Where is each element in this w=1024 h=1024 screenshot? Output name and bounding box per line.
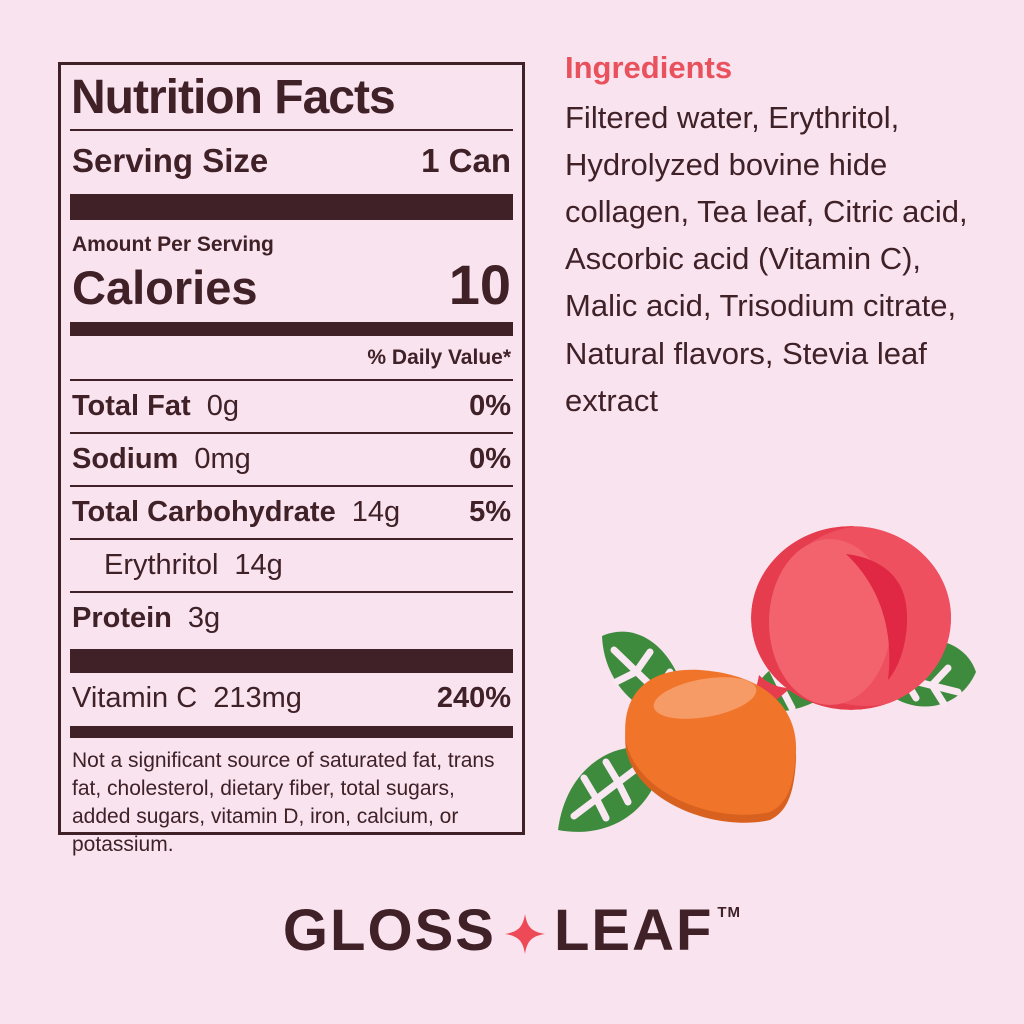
divider <box>70 537 513 540</box>
divider <box>70 128 513 131</box>
calories-value: 10 <box>448 252 511 316</box>
divider <box>70 431 513 434</box>
divider <box>70 484 513 487</box>
brand-logo: GLOSS LEAF TM <box>0 896 1024 966</box>
nutrient-row-total-carbohydrate: Total Carbohydrate 14g 5% <box>70 487 513 538</box>
logo-word-gloss: GLOSS <box>282 898 496 963</box>
nutrient-row-sodium: Sodium 0mg 0% <box>70 434 513 485</box>
nutrient-amount: 3g <box>187 601 221 634</box>
serving-size-row: Serving Size 1 Can <box>70 131 513 194</box>
calories-row: Calories 10 <box>70 252 513 316</box>
thick-separator-bar <box>70 193 513 220</box>
serving-size-label: Serving Size <box>72 141 269 179</box>
nutrient-row-erythritol: Erythritol 14g <box>70 540 513 591</box>
nutrient-row-total-fat: Total Fat 0g 0% <box>70 381 513 432</box>
nutrient-row-vitamin-c: Vitamin C 213mg 240% <box>70 673 513 724</box>
nutrient-amount: 0mg <box>194 442 251 475</box>
daily-value-header: % Daily Value* <box>367 345 511 369</box>
medium-separator-bar <box>70 725 513 738</box>
nutrient-amount: 14g <box>234 548 283 581</box>
nutrient-daily-value: 240% <box>436 681 511 714</box>
nutrient-amount: 14g <box>351 495 401 528</box>
divider <box>70 590 513 593</box>
nutrient-amount: 213mg <box>213 681 302 714</box>
nutrient-name: Total Fat <box>72 389 191 422</box>
thick-separator-bar <box>70 648 513 673</box>
trademark-symbol: TM <box>717 904 742 921</box>
nutrient-name: Protein <box>72 601 172 634</box>
divider <box>70 378 513 381</box>
medium-separator-bar <box>70 321 513 336</box>
serving-size-value: 1 Can <box>421 141 511 179</box>
nutrient-name: Vitamin C <box>72 681 198 714</box>
ingredients-section: Ingredients Filtered water, Erythritol, … <box>565 50 995 424</box>
nutrient-row-protein: Protein 3g <box>70 593 513 644</box>
sparkle-icon <box>505 913 545 954</box>
nutrient-daily-value: 5% <box>469 495 511 528</box>
calories-label: Calories <box>72 260 258 314</box>
logo-word-leaf: LEAF <box>553 898 714 963</box>
nutrient-amount: 0g <box>206 389 239 422</box>
nutrition-footnote: Not a significant source of saturated fa… <box>72 748 495 857</box>
amount-per-serving-label: Amount Per Serving <box>72 232 274 256</box>
mango-icon <box>625 669 797 823</box>
nutrient-daily-value: 0% <box>469 389 511 422</box>
fruit-illustration <box>558 526 976 832</box>
nutrition-facts-panel: Nutrition Facts Serving Size 1 Can Amoun… <box>58 62 525 856</box>
nutrient-daily-value: 0% <box>469 442 511 475</box>
nutrient-name: Erythritol <box>104 548 219 581</box>
nutrition-facts-title: Nutrition Facts <box>71 71 396 124</box>
ingredients-text: Filtered water, Erythritol, Hydrolyzed b… <box>565 100 968 418</box>
nutrient-name: Total Carbohydrate <box>72 495 336 528</box>
nutrient-name: Sodium <box>72 442 179 475</box>
ingredients-heading: Ingredients <box>565 50 733 85</box>
